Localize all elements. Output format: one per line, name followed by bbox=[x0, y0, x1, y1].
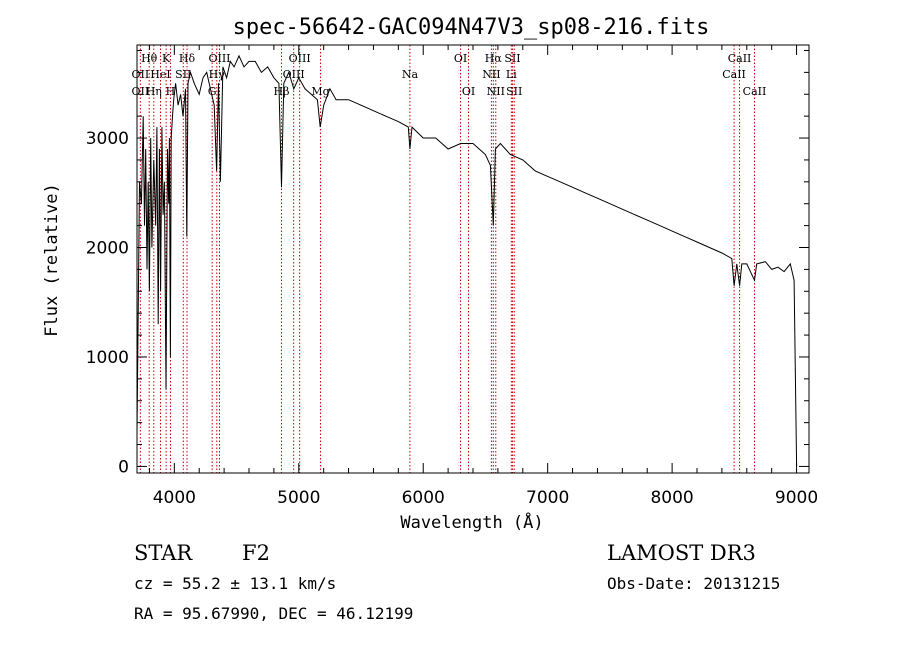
line-marker-label: CaII bbox=[728, 52, 752, 65]
line-marker-label: Hα bbox=[485, 52, 503, 65]
redshift-velocity: cz = 55.2 ± 13.1 km/s bbox=[134, 574, 336, 593]
line-marker-label: Li bbox=[506, 68, 517, 81]
line-marker-label: Na bbox=[402, 68, 419, 81]
y-tick-label: 2000 bbox=[86, 239, 129, 259]
line-marker-label: OI bbox=[454, 52, 467, 65]
y-axis-label: Flux (relative) bbox=[42, 183, 62, 337]
y-tick-label: 0 bbox=[118, 457, 129, 477]
line-marker-label: SII bbox=[175, 68, 191, 81]
line-marker-label: G bbox=[208, 85, 217, 98]
x-tick-label: 6000 bbox=[402, 488, 445, 508]
line-marker-label: SII bbox=[506, 85, 522, 98]
line-marker-label: K bbox=[162, 52, 171, 65]
line-marker-label: OIII bbox=[289, 52, 311, 65]
x-tick-label: 9000 bbox=[775, 488, 818, 508]
line-marker-label: Hβ bbox=[274, 85, 290, 98]
line-marker-label: SII bbox=[504, 52, 520, 65]
line-marker-label: OII bbox=[132, 68, 150, 81]
object-class: STAR bbox=[134, 541, 193, 565]
line-marker-label: Mg bbox=[311, 85, 329, 98]
x-tick-label: 7000 bbox=[526, 488, 569, 508]
coordinates: RA = 95.67990, DEC = 46.12199 bbox=[134, 604, 413, 623]
line-marker-label: OI bbox=[462, 85, 475, 98]
x-axis-label: Wavelength (Å) bbox=[400, 511, 543, 533]
observation-date: Obs-Date: 20131215 bbox=[607, 574, 780, 593]
plot-frame bbox=[136, 44, 810, 474]
x-tick-label: 5000 bbox=[277, 488, 320, 508]
line-marker-label: Hγ bbox=[209, 68, 226, 81]
x-tick-label: 4000 bbox=[153, 488, 196, 508]
line-marker-label: Hη bbox=[146, 85, 162, 98]
object-subclass: F2 bbox=[242, 541, 270, 565]
line-marker-label: OIII bbox=[208, 52, 230, 65]
line-marker-label: NII bbox=[487, 85, 505, 98]
spectral-line-markers bbox=[139, 45, 755, 473]
chart-title: spec-56642-GAC094N47V3_sp08-216.fits bbox=[233, 15, 710, 40]
line-marker-label: NII bbox=[482, 68, 500, 81]
line-marker-label: OII bbox=[132, 85, 150, 98]
line-marker-label: Hδ bbox=[179, 52, 196, 65]
x-axis-ticks: 4000 5000 6000 7000 8000 9000 bbox=[148, 45, 818, 508]
line-marker-label: Hθ bbox=[141, 52, 158, 65]
line-marker-label: HeI bbox=[150, 68, 170, 81]
y-tick-label: 3000 bbox=[86, 129, 129, 149]
survey-name: LAMOST DR3 bbox=[607, 541, 756, 565]
x-tick-label: 8000 bbox=[650, 488, 693, 508]
line-marker-label: H bbox=[166, 85, 176, 98]
spectrum-line bbox=[136, 54, 798, 467]
line-marker-label: CaII bbox=[722, 68, 746, 81]
y-axis-ticks: 0 1000 2000 3000 bbox=[86, 49, 809, 477]
y-tick-label: 1000 bbox=[86, 348, 129, 368]
line-marker-label: CaII bbox=[743, 85, 767, 98]
